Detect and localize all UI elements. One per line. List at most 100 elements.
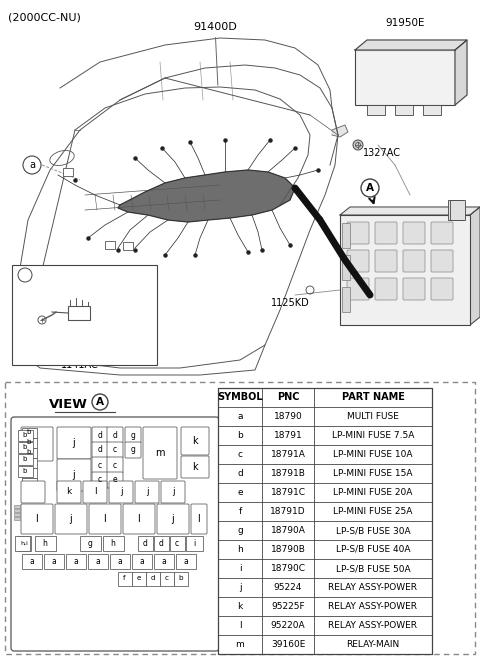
FancyBboxPatch shape — [11, 417, 219, 651]
FancyBboxPatch shape — [342, 255, 350, 280]
Text: j: j — [239, 583, 241, 592]
Text: g: g — [87, 539, 93, 548]
FancyBboxPatch shape — [44, 554, 63, 568]
Text: MULTI FUSE: MULTI FUSE — [347, 412, 399, 421]
Text: 1125KD: 1125KD — [271, 298, 310, 308]
FancyBboxPatch shape — [107, 442, 123, 458]
FancyBboxPatch shape — [132, 572, 145, 585]
Text: 39160E: 39160E — [271, 640, 305, 649]
FancyBboxPatch shape — [89, 504, 121, 534]
Text: a: a — [117, 556, 122, 566]
Text: g: g — [131, 430, 135, 440]
FancyBboxPatch shape — [55, 504, 87, 534]
FancyBboxPatch shape — [342, 287, 350, 312]
FancyBboxPatch shape — [22, 554, 41, 568]
FancyBboxPatch shape — [450, 200, 465, 220]
Text: i: i — [193, 539, 195, 548]
FancyBboxPatch shape — [21, 481, 45, 503]
FancyBboxPatch shape — [176, 554, 195, 568]
FancyBboxPatch shape — [105, 241, 115, 249]
Text: PNC: PNC — [277, 393, 299, 403]
FancyBboxPatch shape — [185, 535, 203, 550]
Text: k: k — [192, 436, 198, 446]
Text: LP-S/B FUSE 40A: LP-S/B FUSE 40A — [336, 545, 410, 554]
Text: LP-MINI FUSE 7.5A: LP-MINI FUSE 7.5A — [332, 431, 414, 440]
Text: d: d — [143, 539, 147, 548]
FancyBboxPatch shape — [12, 265, 157, 365]
Text: RELAY ASSY-POWER: RELAY ASSY-POWER — [328, 621, 418, 630]
Text: f: f — [123, 576, 126, 581]
FancyBboxPatch shape — [83, 481, 107, 503]
Text: k: k — [238, 602, 242, 611]
Text: e: e — [237, 488, 243, 497]
Text: d: d — [97, 430, 102, 440]
Text: c: c — [175, 539, 179, 548]
Text: 95220A: 95220A — [271, 621, 305, 630]
Text: l: l — [104, 514, 107, 524]
FancyBboxPatch shape — [173, 572, 188, 585]
Text: c: c — [98, 475, 102, 484]
Text: e: e — [113, 475, 117, 484]
Text: 18791A: 18791A — [271, 450, 305, 459]
Text: l: l — [94, 488, 96, 496]
FancyBboxPatch shape — [347, 278, 369, 300]
FancyBboxPatch shape — [92, 457, 108, 473]
Text: PART NAME: PART NAME — [342, 393, 405, 403]
Text: f: f — [239, 507, 241, 516]
FancyBboxPatch shape — [347, 222, 369, 244]
FancyBboxPatch shape — [14, 535, 29, 550]
FancyBboxPatch shape — [431, 250, 453, 272]
FancyBboxPatch shape — [22, 457, 36, 467]
Ellipse shape — [50, 150, 74, 166]
FancyBboxPatch shape — [22, 428, 36, 438]
Text: m: m — [155, 448, 165, 458]
Polygon shape — [355, 40, 467, 50]
Text: b: b — [237, 431, 243, 440]
FancyBboxPatch shape — [109, 554, 130, 568]
FancyBboxPatch shape — [218, 388, 432, 654]
FancyBboxPatch shape — [92, 427, 108, 443]
FancyBboxPatch shape — [403, 278, 425, 300]
Text: j: j — [72, 470, 75, 480]
FancyBboxPatch shape — [63, 168, 73, 176]
Circle shape — [353, 140, 363, 150]
Polygon shape — [118, 170, 295, 222]
FancyBboxPatch shape — [448, 200, 463, 220]
Polygon shape — [340, 207, 480, 215]
Text: VIEW: VIEW — [49, 398, 88, 411]
FancyBboxPatch shape — [22, 467, 36, 477]
FancyBboxPatch shape — [5, 382, 475, 654]
FancyBboxPatch shape — [118, 572, 132, 585]
FancyBboxPatch shape — [92, 442, 108, 458]
Text: b: b — [23, 456, 27, 462]
Text: m: m — [236, 640, 244, 649]
Text: d: d — [113, 430, 118, 440]
FancyBboxPatch shape — [403, 222, 425, 244]
FancyBboxPatch shape — [17, 430, 33, 440]
Text: j: j — [70, 514, 72, 524]
FancyBboxPatch shape — [161, 481, 185, 503]
FancyBboxPatch shape — [403, 250, 425, 272]
FancyBboxPatch shape — [143, 427, 177, 479]
Text: c: c — [238, 450, 242, 459]
Text: d: d — [158, 539, 163, 548]
Text: 18791B: 18791B — [271, 469, 305, 478]
FancyBboxPatch shape — [135, 481, 159, 503]
Text: h: h — [43, 539, 48, 548]
FancyBboxPatch shape — [123, 504, 155, 534]
FancyBboxPatch shape — [431, 278, 453, 300]
FancyBboxPatch shape — [14, 513, 20, 516]
FancyBboxPatch shape — [123, 242, 133, 250]
FancyBboxPatch shape — [181, 427, 209, 455]
FancyBboxPatch shape — [191, 504, 207, 534]
FancyBboxPatch shape — [145, 572, 159, 585]
FancyBboxPatch shape — [65, 554, 85, 568]
Text: 1141AC: 1141AC — [61, 360, 99, 370]
FancyBboxPatch shape — [57, 481, 81, 503]
Text: 18790A: 18790A — [271, 526, 305, 535]
FancyBboxPatch shape — [375, 278, 397, 300]
Text: h: h — [237, 545, 243, 554]
Text: 18790: 18790 — [274, 412, 302, 421]
Text: i: i — [239, 564, 241, 573]
FancyBboxPatch shape — [347, 250, 369, 272]
